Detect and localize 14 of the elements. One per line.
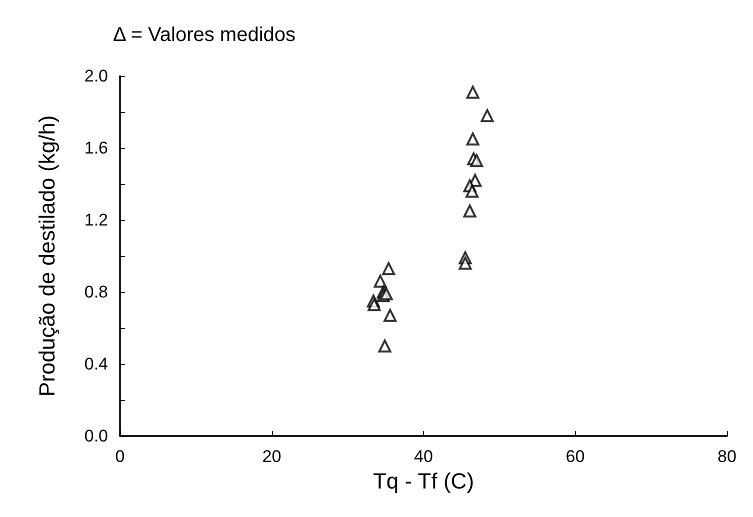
y-tick-label: 1.6 — [84, 138, 108, 158]
y-axis-title: Produção de destilado (kg/h) — [34, 115, 60, 397]
y-tick-label: 0.0 — [84, 426, 108, 446]
x-tick-label: 80 — [718, 447, 736, 466]
y-tick-label: 0.8 — [84, 282, 108, 302]
x-tick-label: 40 — [414, 447, 433, 466]
x-tick-label: 60 — [566, 447, 585, 466]
x-tick-label: 20 — [262, 447, 282, 466]
x-axis-title: Tq - Tf (C) — [372, 468, 474, 494]
y-tick-label: 1.2 — [84, 210, 108, 230]
y-tick-label: 0.4 — [84, 354, 108, 374]
x-tick-label: 0 — [115, 447, 125, 466]
chart-title: Δ = Valores medidos — [113, 24, 296, 46]
y-tick-label: 2.0 — [84, 66, 108, 86]
